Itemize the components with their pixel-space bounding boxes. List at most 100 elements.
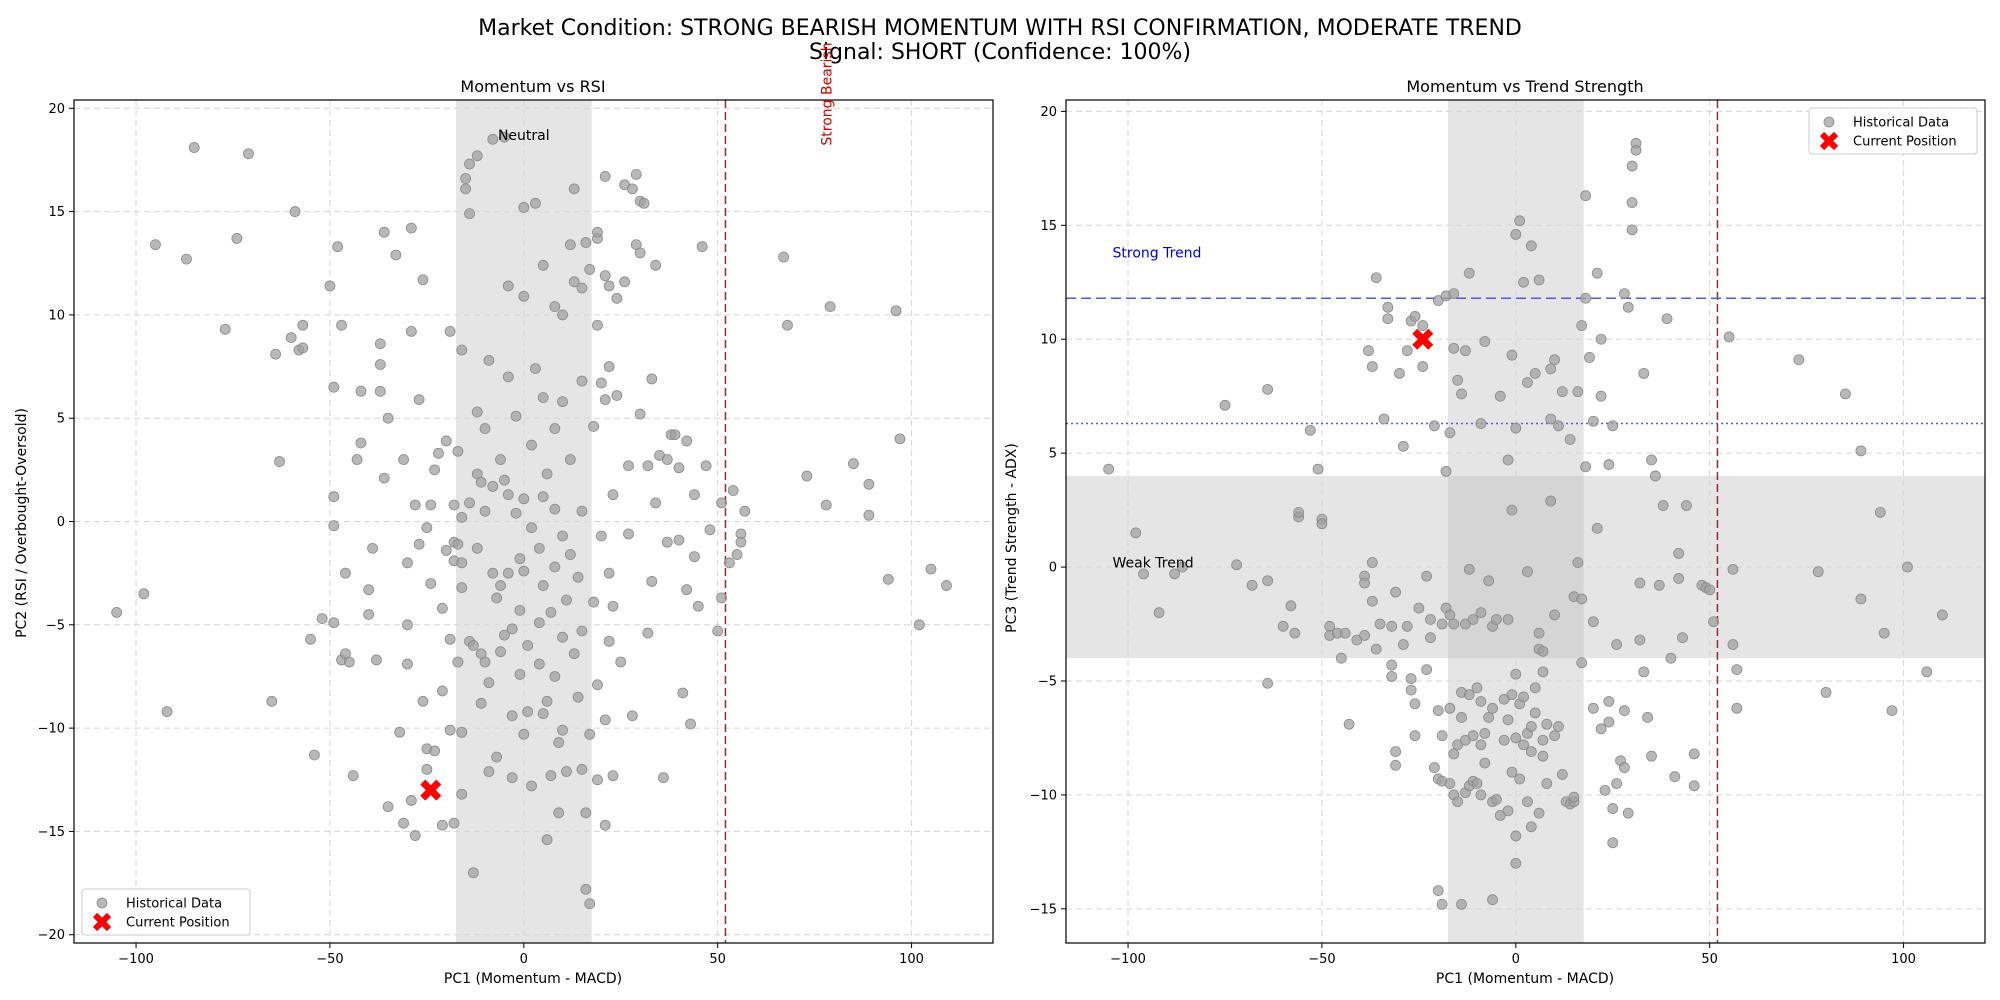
data-point	[231, 233, 243, 244]
data-point	[607, 489, 619, 501]
data-point	[541, 468, 553, 480]
data-point	[1587, 616, 1599, 628]
data-point	[1556, 769, 1568, 780]
data-point	[673, 534, 685, 546]
data-point	[661, 454, 673, 465]
data-point	[1537, 750, 1549, 762]
data-point	[1483, 712, 1495, 723]
data-point	[1634, 634, 1646, 646]
data-point	[1529, 368, 1541, 379]
data-point	[731, 549, 743, 560]
data-point	[882, 573, 894, 585]
data-point	[1611, 778, 1623, 789]
data-point	[1657, 500, 1669, 511]
x-tick-label: 100	[899, 952, 924, 967]
data-point	[1568, 791, 1580, 803]
data-point	[1936, 609, 1948, 621]
data-point	[518, 202, 530, 213]
data-point	[689, 489, 700, 501]
data-point	[626, 710, 638, 722]
data-point	[522, 706, 534, 717]
data-point	[374, 359, 386, 370]
data-point	[1580, 292, 1592, 304]
data-point	[576, 282, 588, 294]
data-point	[549, 503, 561, 515]
data-point	[1506, 766, 1518, 778]
data-point	[727, 485, 739, 496]
data-point	[444, 724, 456, 736]
data-point	[502, 567, 514, 579]
data-point	[1537, 734, 1549, 746]
data-point	[1289, 627, 1301, 639]
legend-historical-swatch	[96, 897, 108, 909]
data-point	[1425, 632, 1436, 644]
data-point	[1545, 363, 1557, 375]
x-tick-label: 50	[1701, 952, 1718, 967]
annotation-label: Strong Trend	[1113, 246, 1202, 262]
y-tick-label: −5	[1038, 674, 1057, 689]
annotation-label: Neutral	[498, 128, 550, 144]
data-point	[138, 588, 150, 600]
data-point	[1382, 313, 1394, 325]
data-point	[526, 439, 537, 451]
data-point	[464, 158, 475, 170]
data-point	[506, 623, 518, 635]
data-point	[1428, 420, 1440, 432]
x-axis-label: PC1 (Momentum - MACD)	[444, 971, 622, 987]
data-point	[1576, 320, 1588, 331]
data-point	[704, 524, 716, 536]
data-point	[549, 301, 561, 313]
data-point	[1316, 518, 1328, 530]
data-point	[1366, 557, 1378, 568]
data-point	[394, 726, 406, 738]
data-point	[1673, 573, 1685, 584]
data-point	[1618, 288, 1630, 300]
data-point	[1650, 470, 1661, 482]
data-point	[824, 301, 836, 313]
data-point	[619, 276, 631, 288]
data-point	[1541, 718, 1553, 730]
data-point	[1591, 267, 1603, 279]
data-point	[1103, 463, 1115, 475]
data-point	[1452, 374, 1464, 386]
data-point	[1622, 301, 1634, 313]
legend-box	[81, 888, 251, 936]
data-point	[1262, 383, 1274, 395]
data-point	[1401, 345, 1413, 357]
data-point	[716, 592, 727, 604]
data-point	[592, 679, 603, 691]
data-point	[1688, 780, 1700, 792]
y-tick-label: 15	[48, 205, 65, 220]
data-point	[402, 658, 413, 670]
data-point	[1483, 575, 1495, 587]
data-point	[1510, 668, 1522, 680]
data-point	[1638, 368, 1650, 379]
data-point	[1339, 627, 1351, 639]
data-point	[1681, 500, 1692, 511]
data-point	[491, 592, 503, 604]
data-point	[448, 499, 460, 511]
data-point	[545, 607, 557, 618]
data-point	[518, 728, 530, 740]
data-point	[1475, 607, 1487, 619]
data-point	[1370, 643, 1382, 655]
data-point	[514, 553, 526, 565]
panel-title: Momentum vs Trend Strength	[1406, 77, 1643, 96]
y-tick-label: −15	[38, 825, 65, 840]
data-point	[1669, 771, 1681, 783]
legend: Historical Data Current Position	[1808, 107, 1978, 155]
data-point	[1525, 821, 1537, 833]
data-point	[402, 557, 413, 569]
data-point	[1463, 689, 1475, 701]
data-point	[595, 530, 607, 542]
y-tick-label: 10	[48, 308, 65, 323]
data-point	[595, 377, 607, 389]
data-point	[677, 687, 689, 699]
data-point	[634, 408, 646, 420]
data-point	[564, 239, 576, 251]
y-tick-label: −10	[1030, 788, 1057, 803]
data-point	[537, 392, 549, 403]
data-point	[402, 619, 413, 631]
data-point	[1262, 677, 1274, 689]
